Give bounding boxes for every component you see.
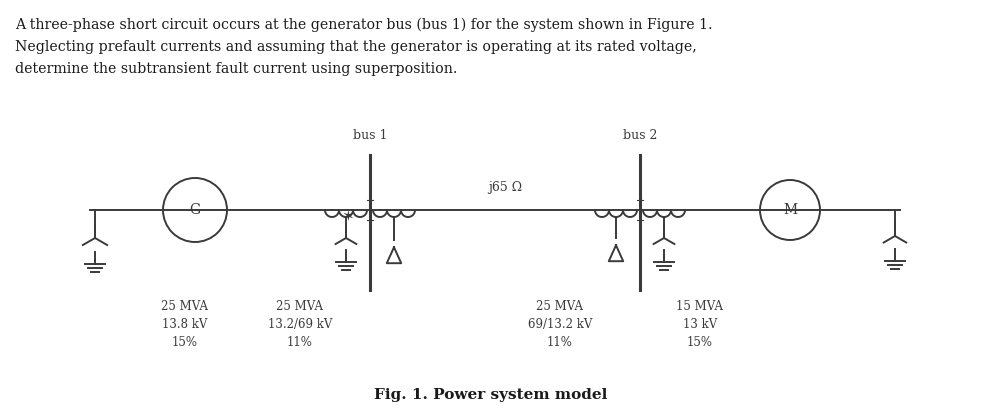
Text: 11%: 11%	[547, 336, 573, 349]
Text: 25 MVA: 25 MVA	[536, 300, 583, 313]
Text: Fig. 1. Power system model: Fig. 1. Power system model	[374, 388, 608, 402]
Text: 69/13.2 kV: 69/13.2 kV	[527, 318, 592, 331]
Text: 15%: 15%	[172, 336, 198, 349]
Text: M: M	[783, 203, 797, 217]
Text: 13 kV: 13 kV	[682, 318, 717, 331]
Text: 25 MVA: 25 MVA	[277, 300, 323, 313]
Text: 13.8 kV: 13.8 kV	[162, 318, 207, 331]
Text: 15 MVA: 15 MVA	[677, 300, 724, 313]
Text: ✶: ✶	[342, 209, 355, 223]
Text: bus 1: bus 1	[353, 129, 387, 142]
Text: G: G	[190, 203, 200, 217]
Text: 25 MVA: 25 MVA	[161, 300, 208, 313]
Text: bus 2: bus 2	[623, 129, 657, 142]
Text: j65 Ω: j65 Ω	[488, 181, 522, 195]
Text: A three-phase short circuit occurs at the generator bus (bus 1) for the system s: A three-phase short circuit occurs at th…	[15, 18, 713, 32]
Text: 13.2/69 kV: 13.2/69 kV	[268, 318, 332, 331]
Text: 11%: 11%	[287, 336, 313, 349]
Text: determine the subtransient fault current using superposition.: determine the subtransient fault current…	[15, 62, 458, 76]
Text: Neglecting prefault currents and assuming that the generator is operating at its: Neglecting prefault currents and assumin…	[15, 40, 697, 54]
Text: 15%: 15%	[687, 336, 713, 349]
